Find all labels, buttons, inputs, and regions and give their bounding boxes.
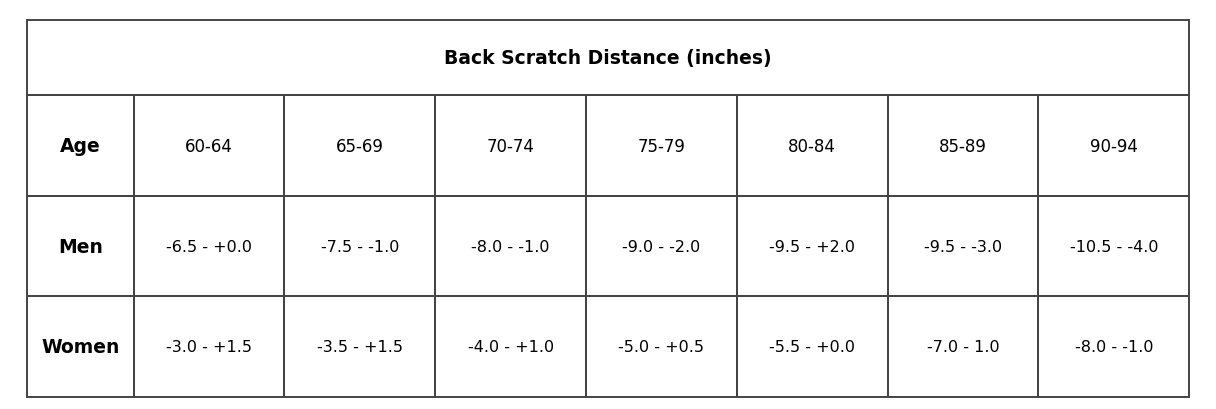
Text: 90-94: 90-94 [1090, 137, 1138, 155]
Bar [586, 196, 737, 297]
Bar [27, 196, 134, 297]
Bar [435, 96, 586, 196]
Bar [27, 20, 1189, 96]
Bar [1038, 196, 1189, 297]
Text: -5.0 - +0.5: -5.0 - +0.5 [619, 339, 704, 354]
Bar [435, 297, 586, 397]
Text: Women: Women [41, 337, 119, 356]
Bar [888, 297, 1038, 397]
Bar [888, 196, 1038, 297]
Bar [134, 297, 285, 397]
Text: 80-84: 80-84 [788, 137, 837, 155]
Bar [737, 96, 888, 196]
Bar [586, 297, 737, 397]
Text: -10.5 - -4.0: -10.5 - -4.0 [1070, 239, 1158, 254]
Text: -8.0 - -1.0: -8.0 - -1.0 [1075, 339, 1153, 354]
Bar [27, 96, 134, 196]
Text: Back Scratch Distance (inches): Back Scratch Distance (inches) [444, 49, 772, 68]
Bar [435, 196, 586, 297]
Bar [586, 96, 737, 196]
Text: -7.0 - 1.0: -7.0 - 1.0 [927, 339, 1000, 354]
Text: 75-79: 75-79 [637, 137, 686, 155]
Bar [285, 297, 435, 397]
Text: -6.5 - +0.0: -6.5 - +0.0 [167, 239, 252, 254]
Text: -9.5 - +2.0: -9.5 - +2.0 [770, 239, 855, 254]
Bar [1038, 297, 1189, 397]
Bar [134, 196, 285, 297]
Text: -9.0 - -2.0: -9.0 - -2.0 [623, 239, 700, 254]
Text: -4.0 - +1.0: -4.0 - +1.0 [468, 339, 553, 354]
Text: Men: Men [58, 237, 102, 256]
Bar [737, 297, 888, 397]
Text: 85-89: 85-89 [939, 137, 987, 155]
Text: -3.0 - +1.5: -3.0 - +1.5 [167, 339, 252, 354]
Text: -9.5 - -3.0: -9.5 - -3.0 [924, 239, 1002, 254]
Bar [888, 96, 1038, 196]
Text: 65-69: 65-69 [336, 137, 384, 155]
Bar [1038, 96, 1189, 196]
Bar [285, 196, 435, 297]
Text: Age: Age [60, 137, 101, 156]
Text: 60-64: 60-64 [185, 137, 233, 155]
Text: -5.5 - +0.0: -5.5 - +0.0 [770, 339, 855, 354]
Text: 70-74: 70-74 [486, 137, 535, 155]
Text: -3.5 - +1.5: -3.5 - +1.5 [317, 339, 402, 354]
Bar [285, 96, 435, 196]
Text: -8.0 - -1.0: -8.0 - -1.0 [472, 239, 550, 254]
Bar [737, 196, 888, 297]
Bar [27, 297, 134, 397]
Bar [134, 96, 285, 196]
Text: -7.5 - -1.0: -7.5 - -1.0 [321, 239, 399, 254]
